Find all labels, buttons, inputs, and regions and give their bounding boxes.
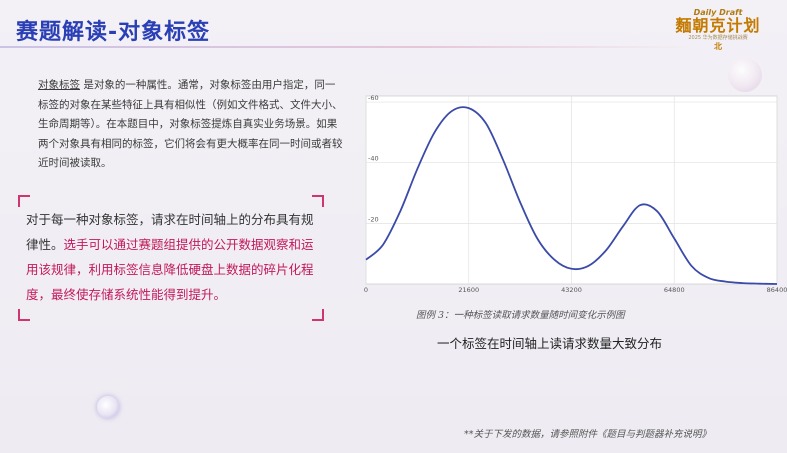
y-tick-label: -40 xyxy=(368,155,379,163)
request-distribution-chart: 0 21600 43200 64800 86400 -20 -40 -60 xyxy=(364,94,787,294)
y-tick-label: -20 xyxy=(368,215,379,223)
x-tick-label: 64800 xyxy=(664,286,685,294)
logo-name: 麵朝克计划 xyxy=(675,16,761,35)
corner-bracket xyxy=(312,309,324,321)
highlight-text: 对于每一种对象标签，请求在时间轴上的分布具有规律性。选手可以通过赛题组提供的公开… xyxy=(26,207,324,307)
highlight-box: 对于每一种对象标签，请求在时间轴上的分布具有规律性。选手可以通过赛题组提供的公开… xyxy=(18,195,324,321)
corner-bracket xyxy=(18,195,30,207)
intro-paragraph: 对象标签 是对象的一种属性。通常，对象标签由用户指定，同一标签的对象在某些特征上… xyxy=(38,76,343,174)
corner-bracket xyxy=(18,309,30,321)
chart-grid xyxy=(365,95,778,285)
x-tick-label: 86400 xyxy=(767,286,787,294)
logo-event: 2025 华为数据存储挑战赛 xyxy=(688,35,748,41)
series-line xyxy=(365,106,778,285)
footnote: **关于下发的数据，请参照附件《题目与判题器补充说明》 xyxy=(464,429,712,440)
logo-mark: 北 xyxy=(714,42,722,51)
x-tick-label: 0 xyxy=(364,286,368,294)
chart-ticks: 0 21600 43200 64800 86400 -20 -40 -60 xyxy=(364,94,787,294)
title-divider xyxy=(0,46,700,48)
x-tick-label: 43200 xyxy=(561,286,582,294)
figure-subtitle: 一个标签在时间轴上读请求数量大致分布 xyxy=(437,336,663,351)
highlight-emphasis: 选手可以通过赛题组提供的公开数据观察和运用该规律，利用标签信息降低硬盘上数据的碎… xyxy=(26,237,314,302)
intro-term: 对象标签 xyxy=(38,79,80,91)
corner-bracket xyxy=(312,195,324,207)
figure-caption: 图例 3：一种标签读取请求数量随时间变化示例图 xyxy=(416,310,625,321)
decorative-orb xyxy=(728,58,762,92)
logo-tagline: Daily Draft xyxy=(693,8,743,17)
slide-title: 赛题解读-对象标签 xyxy=(16,20,211,45)
y-tick-label: -60 xyxy=(368,94,379,102)
decorative-ring xyxy=(97,396,119,418)
highlight-normal: 对于每一种对象标签，请求在时间轴上的分布具有规律性。 xyxy=(26,212,314,252)
event-logo: Daily Draft 麵朝克计划 2025 华为数据存储挑战赛 北 xyxy=(663,8,773,51)
x-tick-label: 21600 xyxy=(458,286,479,294)
intro-body: 是对象的一种属性。通常，对象标签由用户指定，同一标签的对象在某些特征上具有相似性… xyxy=(38,79,343,169)
